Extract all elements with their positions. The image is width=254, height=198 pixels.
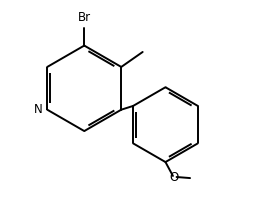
Text: Br: Br — [78, 10, 91, 24]
Text: O: O — [169, 170, 179, 184]
Text: N: N — [34, 103, 42, 116]
